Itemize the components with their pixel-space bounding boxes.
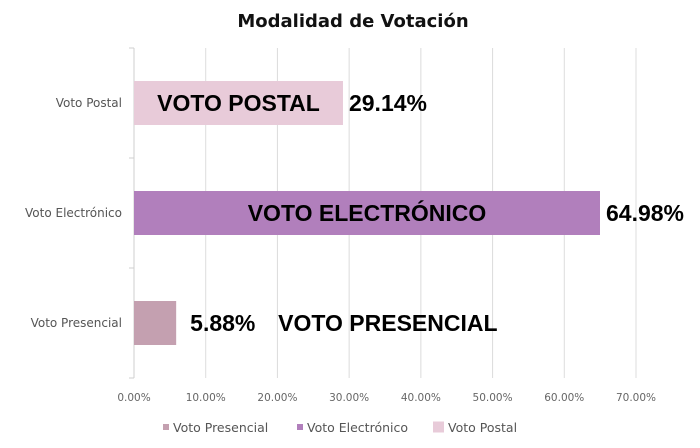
bar	[134, 191, 600, 235]
bar	[134, 301, 177, 345]
legend-swatch	[297, 424, 303, 430]
legend-label: Voto Presencial	[173, 420, 268, 435]
labels: 0.00% 10.00% 20.00% 30.00% 40.00% 50.00% 60.00…	[25, 90, 684, 404]
legend-swatch	[163, 424, 169, 430]
bar-annotation: VOTO POSTAL	[157, 90, 320, 116]
value-label: 5.88%	[190, 310, 255, 336]
value-label: 64.98%	[606, 200, 684, 226]
x-tick-label: 40.00%	[401, 392, 441, 404]
legend: Voto Presencial Voto Electrónico Voto Post…	[163, 420, 517, 435]
x-tick-label: 50.00%	[473, 392, 513, 404]
chart-title: Modalidad de Votación	[237, 11, 468, 32]
category-label: Voto Presencial	[31, 316, 122, 330]
legend-label: Voto Electrónico	[307, 420, 408, 435]
x-tick-label: 20.00%	[257, 392, 297, 404]
legend-swatch	[433, 421, 444, 433]
x-tick-label: 10.00%	[186, 392, 226, 404]
x-tick-label: 60.00%	[544, 392, 584, 404]
x-tick-label: 30.00%	[329, 392, 369, 404]
legend-label: Voto Postal	[448, 420, 517, 435]
bar	[134, 81, 343, 125]
category-label: Voto Electrónico	[25, 206, 122, 220]
bar-annotation: VOTO PRESENCIAL	[278, 310, 497, 336]
category-label: Voto Postal	[56, 96, 122, 110]
value-label: 29.14%	[349, 90, 427, 116]
x-tick-label: 0.00%	[117, 392, 150, 404]
bar-annotation: VOTO ELECTRÓNICO	[248, 199, 487, 226]
bars	[134, 81, 600, 345]
x-tick-label: 70.00%	[616, 392, 656, 404]
